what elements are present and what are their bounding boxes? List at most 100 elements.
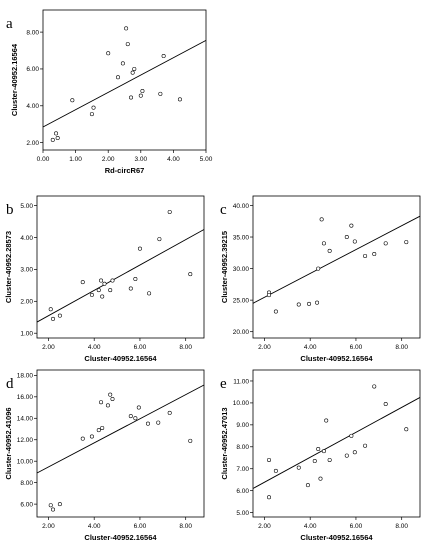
panel-b-data-point bbox=[133, 276, 138, 281]
panel-c-ytick-label: 40.00 bbox=[233, 203, 250, 210]
panel-a-x-axis-label: Rd-circR67 bbox=[105, 166, 145, 175]
panel-e-data-point bbox=[312, 459, 317, 464]
panel-d-data-point bbox=[105, 403, 110, 408]
panel-a-data-point bbox=[54, 131, 59, 136]
panel-c-plot-frame bbox=[252, 195, 421, 339]
panel-d-data-point bbox=[99, 400, 104, 405]
panel-b-ytick-label: 5.00 bbox=[20, 203, 33, 210]
panel-e-ytick-label: 7.00 bbox=[236, 466, 249, 473]
panel-a-ytick-label: 6.00 bbox=[26, 66, 39, 73]
panel-b-data-point bbox=[100, 294, 105, 299]
panel-c-data-point bbox=[363, 253, 368, 258]
panel-e-data-point bbox=[383, 402, 388, 407]
panel-a-data-point bbox=[124, 26, 129, 31]
panel-e-xtick-label: 8.00 bbox=[395, 523, 408, 530]
panel-b-data-point bbox=[157, 237, 162, 242]
panel-c-data-point bbox=[319, 217, 324, 222]
panel-b-xtick-label: 2.00 bbox=[42, 344, 55, 351]
panel-e-plot-frame bbox=[252, 369, 421, 518]
panel-e-fit-line bbox=[252, 397, 421, 489]
panel-a-y-axis-label: Cluster-40952.16564 bbox=[10, 43, 19, 116]
panel-d-data-point bbox=[57, 502, 62, 507]
panel-d-data-point bbox=[100, 425, 105, 430]
panel-b-data-point bbox=[51, 316, 56, 321]
panel-b-data-point bbox=[147, 291, 152, 296]
panel-d-x-axis-label: Cluster-40952.16564 bbox=[84, 533, 157, 542]
panel-a-xtick-label: 2.00 bbox=[102, 156, 115, 163]
panel-e-data-point bbox=[267, 457, 272, 462]
panel-e-data-point bbox=[316, 446, 321, 451]
panel-b-data-point bbox=[188, 272, 193, 277]
panel-c-xtick-label: 4.00 bbox=[304, 344, 317, 351]
panel-c-data-point bbox=[404, 240, 409, 245]
panel-e-letter: e bbox=[220, 376, 227, 392]
panel-c-xtick-label: 8.00 bbox=[395, 344, 408, 351]
panel-c-ytick-label: 30.00 bbox=[233, 266, 250, 273]
panel-e-data-point bbox=[349, 433, 354, 438]
panel-d-data-point bbox=[136, 405, 141, 410]
panel-e-data-point bbox=[305, 483, 310, 488]
panel-b-data-point bbox=[57, 313, 62, 318]
panel-d-xtick-label: 2.00 bbox=[42, 523, 55, 530]
panel-e-ytick-label: 10.00 bbox=[233, 400, 250, 407]
panel-e-ytick-label: 9.00 bbox=[236, 422, 249, 429]
panel-a-data-point bbox=[50, 137, 55, 142]
panel-b-data-point bbox=[137, 246, 142, 251]
panel-b-ytick-label: 3.00 bbox=[20, 267, 33, 274]
panel-c-xtick-label: 6.00 bbox=[350, 344, 363, 351]
panel-b-xtick-label: 4.00 bbox=[88, 344, 101, 351]
panel-e-data-point bbox=[344, 453, 349, 458]
panel-d-data-point bbox=[51, 507, 56, 512]
panel-c-data-point bbox=[315, 300, 320, 305]
panel-c-y-axis-label: Cluster-40952.39215 bbox=[220, 231, 229, 303]
panel-b-data-point bbox=[48, 307, 53, 312]
panel-e-data-point bbox=[404, 427, 409, 432]
panel-c-data-point bbox=[327, 248, 332, 253]
panel-d-letter: d bbox=[6, 376, 14, 392]
panel-b-plot-frame bbox=[36, 195, 205, 339]
panel-a-data-point bbox=[125, 42, 130, 47]
panel-d-y-axis-label: Cluster-40952.41096 bbox=[4, 407, 13, 479]
panel-a-ytick-label: 2.00 bbox=[26, 140, 39, 147]
panel-d-data-point bbox=[128, 414, 133, 419]
panel-a-xtick-label: 3.00 bbox=[134, 156, 147, 163]
panel-d-data-point bbox=[48, 503, 53, 508]
panel-e-data-point bbox=[321, 449, 326, 454]
panel-d-data-point bbox=[145, 421, 150, 426]
panel-a-data-point bbox=[106, 51, 111, 56]
panel-b-xtick-label: 8.00 bbox=[179, 344, 192, 351]
panel-a-fit-line bbox=[42, 39, 207, 128]
panel-e-data-point bbox=[352, 450, 357, 455]
panel-a-data-point bbox=[70, 98, 75, 103]
panel-b-ytick-label: 2.00 bbox=[20, 299, 33, 306]
panel-d-xtick-label: 4.00 bbox=[88, 523, 101, 530]
panel-a-ytick-label: 8.00 bbox=[26, 29, 39, 36]
panel-d-ytick-label: 10.00 bbox=[17, 459, 34, 466]
panel-a-data-point bbox=[115, 75, 120, 80]
panel-a-letter: a bbox=[6, 16, 13, 32]
panel-d-data-point bbox=[167, 410, 172, 415]
panel-e-data-point bbox=[273, 468, 278, 473]
panel-c-data-point bbox=[349, 223, 354, 228]
panel-a-data-point bbox=[132, 66, 137, 71]
panel-b-data-point bbox=[89, 292, 94, 297]
panel-d-data-point bbox=[133, 416, 138, 421]
panel-c-x-axis-label: Cluster-40952.16564 bbox=[300, 354, 373, 363]
panel-c-data-point bbox=[321, 241, 326, 246]
panel-e-ytick-label: 5.00 bbox=[236, 510, 249, 517]
panel-e-data-point bbox=[372, 384, 377, 389]
panel-b-data-point bbox=[80, 280, 85, 285]
panel-a-data-point bbox=[120, 61, 125, 66]
panel-d-data-point bbox=[188, 438, 193, 443]
panel-d-ytick-label: 8.00 bbox=[20, 480, 33, 487]
panel-a-data-point bbox=[138, 93, 143, 98]
panel-a-data-point bbox=[161, 54, 166, 59]
panel-d-ytick-label: 12.00 bbox=[17, 437, 34, 444]
panel-c-data-point bbox=[316, 266, 321, 271]
panel-a-ytick-label: 4.00 bbox=[26, 103, 39, 110]
panel-d-data-point bbox=[156, 420, 161, 425]
panel-a-xtick-label: 0.00 bbox=[37, 156, 50, 163]
panel-b-data-point bbox=[110, 278, 115, 283]
panel-d-xtick-label: 6.00 bbox=[134, 523, 147, 530]
panel-b-data-point bbox=[96, 288, 101, 293]
